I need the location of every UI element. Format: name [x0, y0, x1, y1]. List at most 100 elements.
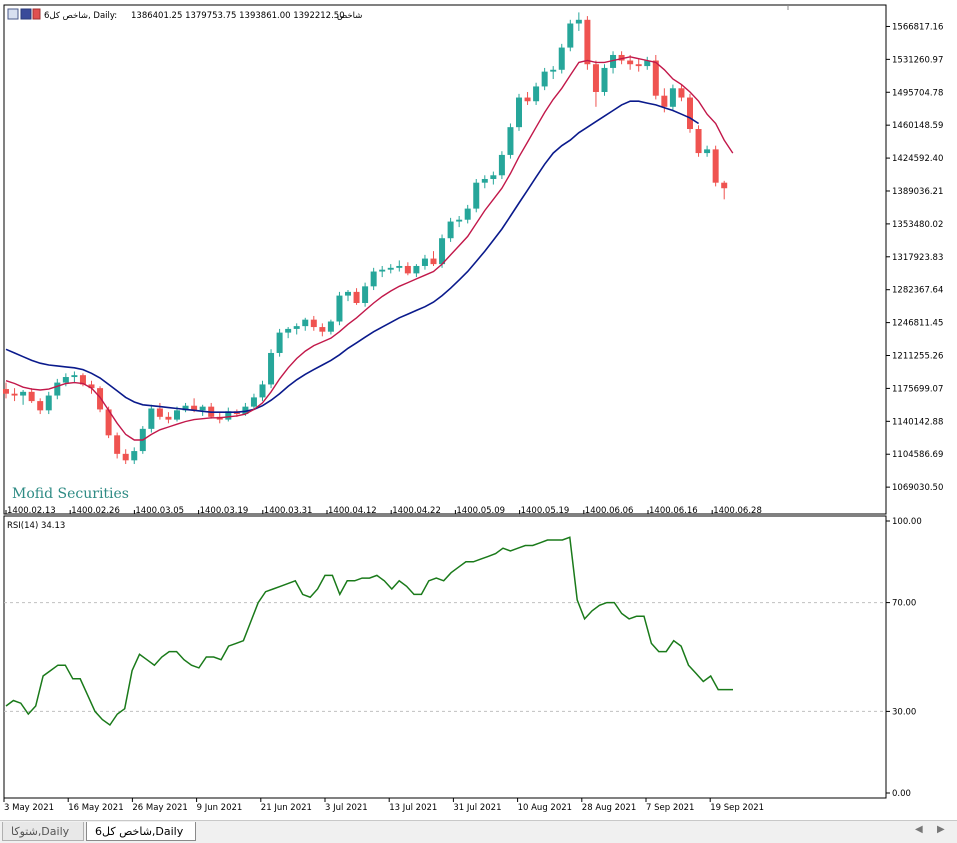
price-y-tick-label: 1566817.16	[892, 22, 943, 32]
candle-body	[379, 269, 386, 272]
candle-body	[88, 384, 95, 389]
rsi-x-tick-label: 21 Jun 2021	[261, 803, 312, 813]
price-plot	[3, 12, 734, 465]
price-y-tick-label: 1317923.83	[892, 253, 943, 263]
candle-body	[71, 375, 78, 378]
price-y-tick-label: 1211255.26	[892, 352, 943, 362]
rsi-y-tick-label: 30.00	[892, 707, 916, 717]
candle-body	[558, 47, 565, 70]
candle-body	[191, 405, 198, 411]
candle-body	[54, 382, 61, 396]
chart-type-icon[interactable]	[7, 8, 19, 20]
scroll-left-icon[interactable]: ◀	[915, 824, 923, 835]
rsi-x-tick-label: 28 Aug 2021	[582, 803, 636, 813]
candle-body	[302, 319, 309, 327]
candle-body	[592, 64, 599, 92]
price-x-tick-label: 1400.03.31	[264, 506, 313, 516]
rsi-y-tick-label: 70.00	[892, 599, 916, 609]
price-y-tick-label: 1424592.40	[892, 154, 943, 164]
price-x-tick-label: 1400.05.19	[521, 506, 570, 516]
rsi-label: RSI(14) 34.13	[7, 521, 65, 531]
candle-body	[704, 149, 711, 154]
candle-body	[584, 19, 591, 65]
chart-canvas[interactable]: شاخص کل6, Daily: 1386401.25 1379753.75 1…	[0, 0, 957, 820]
candle-body	[387, 267, 394, 270]
price-y-tick-label: 1140142.88	[892, 417, 943, 427]
chart-window-icons[interactable]	[7, 8, 41, 20]
candles-icon[interactable]	[32, 8, 41, 20]
candle-body	[721, 182, 728, 189]
candle-body	[635, 64, 642, 67]
candle-body	[199, 406, 206, 411]
symbol-label: شاخص کل6, Daily:	[44, 11, 117, 21]
candle-body	[669, 88, 676, 107]
price-y-tick-label: 1460148.59	[892, 121, 943, 131]
candle-body	[293, 326, 300, 329]
price-x-tick-label: 1400.06.28	[713, 506, 762, 516]
candle-body	[396, 265, 403, 268]
candle-body	[131, 451, 138, 461]
price-x-tick-label: 1400.06.16	[649, 506, 698, 516]
price-y-tick-label: 1246811.45	[892, 319, 943, 329]
candle-body	[524, 97, 531, 102]
candle-body	[250, 397, 257, 407]
candle-body	[79, 375, 86, 385]
price-x-tick-label: 1400.04.12	[328, 506, 377, 516]
rsi-plot	[4, 536, 886, 727]
tab-shatoka[interactable]: شتوکا,Daily	[2, 822, 84, 841]
axes: 1566817.16 1531260.97 1495704.78 1460148.59…	[3, 22, 943, 813]
candle-body	[20, 391, 27, 396]
rsi-x-tick-label: 16 May 2021	[68, 803, 123, 813]
candle-body	[370, 271, 377, 287]
candle-body	[276, 332, 283, 353]
candle-body	[550, 69, 557, 72]
candle-body	[268, 352, 275, 385]
price-y-tick-label: 1069030.50	[892, 483, 943, 493]
rsi-y-tick-label: 0.00	[892, 789, 911, 799]
rsi-x-tick-label: 19 Sep 2021	[710, 803, 764, 813]
slow-moving-average-line	[5, 100, 700, 413]
candle-body	[37, 401, 44, 411]
bars-icon[interactable]	[20, 8, 32, 20]
candle-body	[174, 410, 180, 420]
candle-body	[259, 384, 266, 398]
candle-body	[336, 295, 343, 322]
candle-body	[345, 291, 351, 296]
price-x-tick-label: 1400.02.26	[71, 506, 120, 516]
candle-body	[362, 286, 369, 303]
candle-body	[661, 95, 668, 107]
rsi-x-tick-label: 3 May 2021	[4, 803, 54, 813]
scroll-right-icon[interactable]: ▶	[937, 824, 945, 835]
candle-body	[533, 86, 540, 102]
candle-body	[516, 97, 522, 128]
candle-body	[182, 405, 189, 411]
candle-body	[498, 154, 505, 176]
rsi-x-tick-label: 31 Jul 2021	[453, 803, 501, 813]
rsi-x-tick-label: 10 Aug 2021	[518, 803, 572, 813]
price-x-tick-label: 1400.05.09	[456, 506, 505, 516]
tab-index[interactable]: شاخص کل6,Daily	[86, 822, 196, 841]
candle-body	[3, 389, 9, 394]
fast-moving-average-line	[5, 56, 734, 441]
symbol-suffix: شاخص	[337, 11, 362, 21]
candle-body	[567, 23, 574, 48]
candle-body	[114, 435, 121, 454]
candle-body	[327, 321, 334, 332]
candle-body	[404, 265, 411, 274]
rsi-x-tick-label: 9 Jun 2021	[197, 803, 243, 813]
candle-body	[62, 377, 69, 383]
candle-body	[421, 258, 428, 266]
rsi-x-tick-label: 13 Jul 2021	[389, 803, 437, 813]
candle-body	[464, 208, 471, 220]
candle-body	[575, 19, 582, 24]
price-x-tick-label: 1400.02.13	[7, 506, 56, 516]
candle-body	[439, 238, 446, 265]
rsi-y-tick-label: 100.00	[892, 517, 922, 527]
candle-body	[644, 60, 651, 67]
candle-body	[105, 409, 112, 436]
candle-body	[430, 258, 437, 265]
candle-body	[601, 67, 608, 92]
price-y-tick-label: 1531260.97	[892, 55, 943, 65]
rsi-x-tick-label: 3 Jul 2021	[325, 803, 368, 813]
rsi-panel-frame	[3, 515, 887, 799]
